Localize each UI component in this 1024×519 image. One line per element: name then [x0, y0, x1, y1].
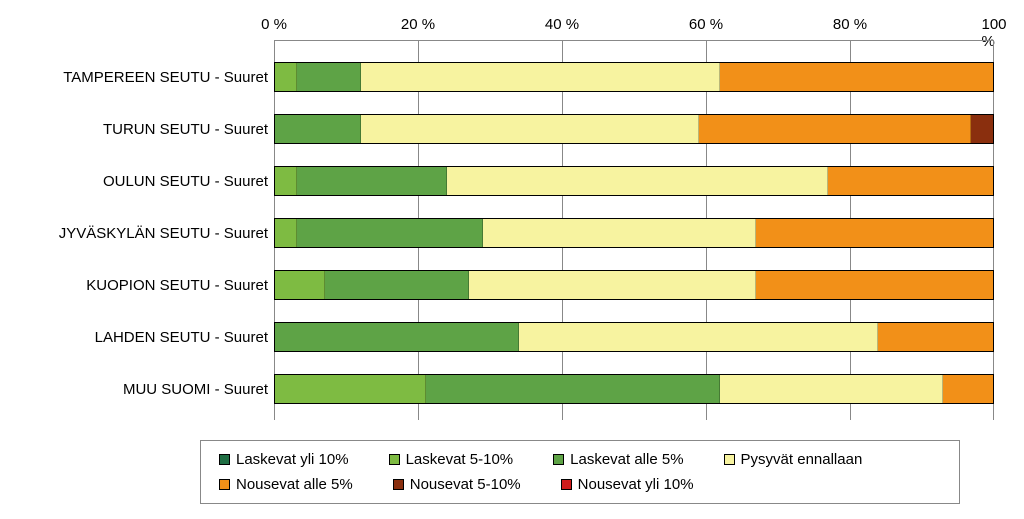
category-label: TURUN SEUTU - Suuret — [18, 122, 268, 137]
bar-segment — [297, 63, 362, 91]
legend-label: Laskevat 5-10% — [406, 451, 514, 468]
bar-segment — [943, 375, 993, 403]
legend-label: Nousevat yli 10% — [578, 476, 694, 493]
bar-row — [274, 322, 994, 352]
category-label: OULUN SEUTU - Suuret — [18, 174, 268, 189]
bar-segment — [756, 219, 993, 247]
bar-segment — [426, 375, 720, 403]
legend-item: Laskevat 5-10% — [389, 451, 514, 468]
legend-label: Pysyvät ennallaan — [741, 451, 863, 468]
category-label: KUOPION SEUTU - Suuret — [18, 278, 268, 293]
legend-label: Nousevat alle 5% — [236, 476, 353, 493]
category-label: JYVÄSKYLÄN SEUTU - Suuret — [18, 226, 268, 241]
bar-segment — [828, 167, 993, 195]
legend-swatch — [389, 454, 400, 465]
legend-swatch — [219, 479, 230, 490]
bar-segment — [275, 323, 519, 351]
legend-label: Laskevat yli 10% — [236, 451, 349, 468]
bar-segment — [361, 115, 698, 143]
legend-label: Laskevat alle 5% — [570, 451, 683, 468]
bar-segment — [971, 115, 993, 143]
bar-segment — [756, 271, 993, 299]
axis-tick-20: 20 % — [401, 16, 435, 33]
bar-segment — [699, 115, 972, 143]
bar-segment — [297, 167, 448, 195]
legend-swatch — [219, 454, 230, 465]
legend-item: Laskevat yli 10% — [219, 451, 349, 468]
legend-item: Laskevat alle 5% — [553, 451, 683, 468]
stacked-bar-chart: 0 % 20 % 40 % 60 % 80 % 100 % TAMPEREEN … — [20, 10, 1004, 509]
bar-segment — [275, 271, 325, 299]
bar-segment — [361, 63, 720, 91]
bar-row — [274, 374, 994, 404]
bar-row — [274, 270, 994, 300]
bar-segment — [483, 219, 756, 247]
bar-segment — [447, 167, 828, 195]
bar-segment — [275, 63, 297, 91]
bar-segment — [469, 271, 756, 299]
legend-swatch — [724, 454, 735, 465]
bar-row — [274, 166, 994, 196]
bar-segment — [720, 375, 943, 403]
category-label: LAHDEN SEUTU - Suuret — [18, 330, 268, 345]
legend-item: Nousevat 5-10% — [393, 476, 521, 493]
bar-row — [274, 114, 994, 144]
axis-tick-0: 0 % — [261, 16, 287, 33]
legend-label: Nousevat 5-10% — [410, 476, 521, 493]
category-label: MUU SUOMI - Suuret — [18, 382, 268, 397]
category-label: TAMPEREEN SEUTU - Suuret — [18, 70, 268, 85]
legend-swatch — [561, 479, 572, 490]
legend-item: Nousevat yli 10% — [561, 476, 694, 493]
bar-segment — [878, 323, 993, 351]
bar-segment — [720, 63, 993, 91]
legend: Laskevat yli 10% Laskevat 5-10% Laskevat… — [200, 440, 960, 504]
bar-segment — [275, 115, 361, 143]
bar-row — [274, 218, 994, 248]
bar-segment — [297, 219, 484, 247]
bar-segment — [275, 219, 297, 247]
axis-tick-60: 60 % — [689, 16, 723, 33]
bar-segment — [275, 375, 426, 403]
legend-swatch — [553, 454, 564, 465]
bar-segment — [325, 271, 469, 299]
bar-segment — [519, 323, 878, 351]
legend-item: Pysyvät ennallaan — [724, 451, 863, 468]
axis-tick-80: 80 % — [833, 16, 867, 33]
legend-swatch — [393, 479, 404, 490]
bar-segment — [275, 167, 297, 195]
legend-item: Nousevat alle 5% — [219, 476, 353, 493]
bar-row — [274, 62, 994, 92]
axis-tick-40: 40 % — [545, 16, 579, 33]
